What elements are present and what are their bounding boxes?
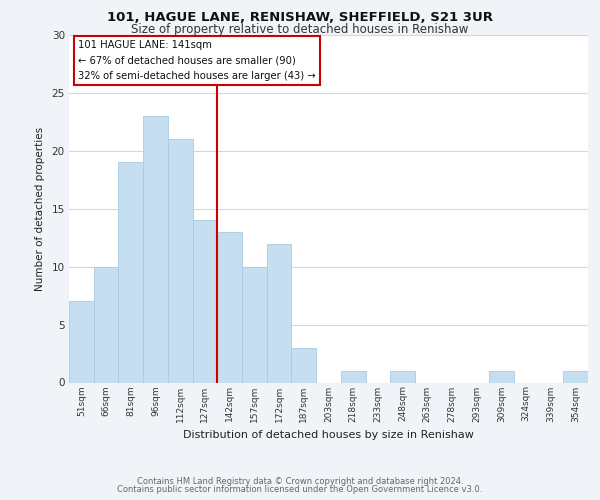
Bar — [563, 371, 588, 382]
Bar — [242, 266, 267, 382]
Bar — [217, 232, 242, 382]
Bar — [390, 371, 415, 382]
Bar — [489, 371, 514, 382]
Text: Contains public sector information licensed under the Open Government Licence v3: Contains public sector information licen… — [118, 485, 482, 494]
Text: Size of property relative to detached houses in Renishaw: Size of property relative to detached ho… — [131, 22, 469, 36]
Bar — [118, 162, 143, 382]
Bar — [267, 244, 292, 382]
Y-axis label: Number of detached properties: Number of detached properties — [35, 126, 44, 291]
Text: 101 HAGUE LANE: 141sqm
← 67% of detached houses are smaller (90)
32% of semi-det: 101 HAGUE LANE: 141sqm ← 67% of detached… — [79, 40, 316, 80]
Bar — [143, 116, 168, 382]
Bar — [168, 139, 193, 382]
Text: Contains HM Land Registry data © Crown copyright and database right 2024.: Contains HM Land Registry data © Crown c… — [137, 477, 463, 486]
Bar — [341, 371, 365, 382]
Text: 101, HAGUE LANE, RENISHAW, SHEFFIELD, S21 3UR: 101, HAGUE LANE, RENISHAW, SHEFFIELD, S2… — [107, 11, 493, 24]
Bar — [69, 302, 94, 382]
Bar — [193, 220, 217, 382]
Bar — [94, 266, 118, 382]
X-axis label: Distribution of detached houses by size in Renishaw: Distribution of detached houses by size … — [183, 430, 474, 440]
Bar — [292, 348, 316, 382]
